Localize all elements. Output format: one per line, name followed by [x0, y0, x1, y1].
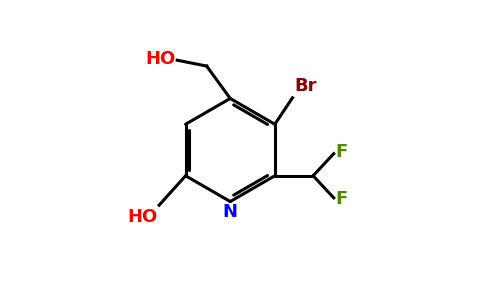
Text: Br: Br — [294, 77, 317, 95]
Text: F: F — [335, 190, 348, 208]
Text: HO: HO — [146, 50, 176, 68]
Text: F: F — [335, 143, 348, 161]
Text: N: N — [223, 203, 238, 221]
Text: HO: HO — [127, 208, 158, 226]
